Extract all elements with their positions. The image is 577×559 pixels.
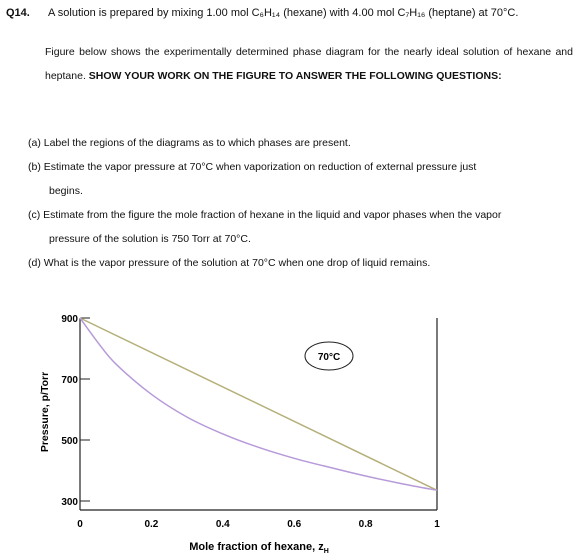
x-axis-label-text: Mole fraction of hexane, z xyxy=(189,541,324,553)
x-tick-label-0: 0 xyxy=(77,519,83,530)
annotation-oval xyxy=(304,341,354,371)
part-c-cont: pressure of the solution is 750 Torr at … xyxy=(49,233,251,245)
x-tick-label-1: 0.2 xyxy=(144,519,158,530)
y-tick-label-2: 500 xyxy=(61,436,78,447)
vapor-curve xyxy=(79,317,438,492)
y-tick-label-3: 300 xyxy=(61,497,78,508)
x-tick-label-4: 0.8 xyxy=(359,519,373,530)
x-tick-label-3: 0.6 xyxy=(287,519,301,530)
y-tick-label-1: 700 xyxy=(61,375,78,386)
instructions-paragraph: Figure below shows the experimentally de… xyxy=(45,40,573,88)
question-intro: A solution is prepared by mixing 1.00 mo… xyxy=(48,7,519,19)
x-tick-label-2: 0.4 xyxy=(216,519,230,530)
x-axis-label-subscript: H xyxy=(324,548,329,555)
y-tick-label-0: 900 xyxy=(61,314,78,325)
y-ticks: 900 700 500 300 xyxy=(61,314,90,508)
question-number: Q14. xyxy=(6,7,30,19)
temperature-annotation: 70°C xyxy=(318,352,340,363)
x-tick-label-5: 1 xyxy=(434,519,440,530)
y-axis-label: Pressure, p/Torr xyxy=(39,372,51,452)
part-b: (b) Estimate the vapor pressure at 70°C … xyxy=(28,161,477,173)
liquid-line xyxy=(79,317,438,491)
part-a: (a) Label the regions of the diagrams as… xyxy=(28,137,351,149)
x-axis-label: Mole fraction of hexane, zH xyxy=(189,541,329,555)
phase-diagram-chart: 900 700 500 300 0 0.2 0.4 0.6 0.8 1 70°C Pressur… xyxy=(39,314,440,555)
x-ticks: 0 0.2 0.4 0.6 0.8 1 xyxy=(77,519,440,530)
part-d: (d) What is the vapor pressure of the so… xyxy=(28,257,431,269)
part-c: (c) Estimate from the figure the mole fr… xyxy=(28,209,502,221)
part-b-cont: begins. xyxy=(49,185,83,197)
instructions-text: Figure below shows the experimentally de… xyxy=(45,46,573,82)
instructions-bold: SHOW YOUR WORK ON THE FIGURE TO ANSWER T… xyxy=(88,70,502,82)
